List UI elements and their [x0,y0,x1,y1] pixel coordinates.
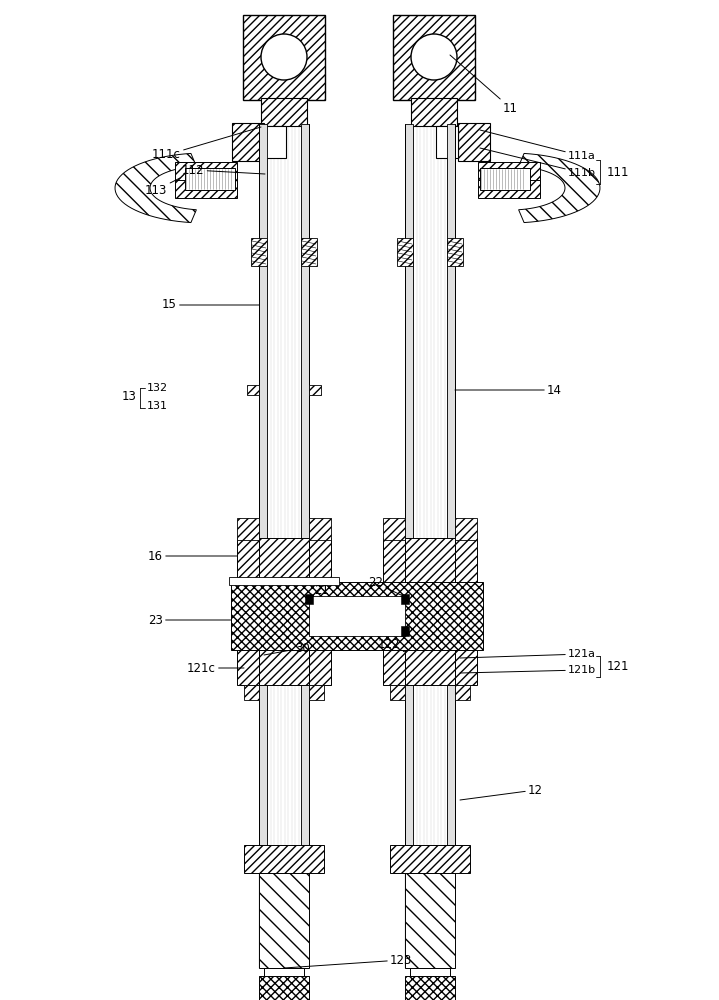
Text: 121a: 121a [460,649,596,659]
Text: 123: 123 [284,954,413,968]
Text: 11: 11 [450,55,518,114]
Bar [301,238,317,266]
Bar [259,650,309,685]
Bar [405,873,455,968]
Bar [390,685,405,700]
Bar [309,650,331,685]
Bar [309,685,324,700]
Bar [390,845,470,873]
Text: 15: 15 [162,298,259,312]
Text: 22: 22 [368,576,401,595]
Text: 121b: 121b [460,665,596,675]
Bar [301,582,309,845]
Bar [251,238,267,266]
Bar [478,180,540,198]
Bar [264,126,286,158]
Bar [458,123,490,161]
Text: 14: 14 [455,383,562,396]
Bar [309,538,331,583]
Text: 16: 16 [148,550,237,562]
Bar [397,238,413,266]
Bar [410,968,450,976]
Text: 23: 23 [148,613,231,626]
Text: 131: 131 [147,401,168,411]
Text: 30: 30 [264,642,310,655]
Text: 111: 111 [607,165,630,178]
Polygon shape [115,153,196,223]
Bar [383,650,405,685]
Bar [237,538,259,583]
Text: 111c: 111c [152,127,261,161]
Bar [455,650,477,685]
Bar [267,582,301,845]
Text: 13: 13 [122,389,137,402]
Bar [231,582,483,650]
Bar [229,577,339,585]
Polygon shape [518,153,600,223]
Text: 122: 122 [378,639,405,652]
Bar [405,124,413,563]
Text: 112: 112 [182,163,265,176]
Bar [232,123,264,161]
Bar [447,582,455,845]
Bar [480,168,530,190]
Text: 121c: 121c [187,662,244,674]
Bar [237,650,259,685]
Bar [259,873,309,968]
Bar [244,685,259,700]
Bar [401,594,409,604]
Bar [383,518,405,540]
Bar [411,98,457,126]
Bar [259,582,267,845]
Bar [175,162,237,182]
Bar [478,162,540,182]
Bar [244,845,324,873]
Bar [455,538,477,583]
Bar [261,98,307,126]
Text: 12: 12 [460,784,543,800]
Bar [237,518,259,540]
Bar [259,124,267,563]
Bar [185,168,235,190]
Bar [383,538,405,583]
Bar [264,968,304,976]
Text: 21: 21 [311,584,329,596]
Bar [175,180,237,198]
Bar [413,582,447,845]
Text: 113: 113 [145,178,180,196]
Circle shape [411,34,457,80]
Bar [413,124,447,563]
Bar [393,15,475,100]
Bar [405,976,455,1000]
Text: 132: 132 [147,383,168,393]
Bar [309,518,331,540]
Bar [436,126,458,158]
Bar [405,538,455,583]
Bar [447,238,463,266]
Bar [405,650,455,685]
Bar [305,594,313,604]
Bar [259,538,309,583]
Bar [309,596,405,636]
Bar [455,685,470,700]
Circle shape [261,34,307,80]
Text: 121: 121 [607,660,630,672]
Bar [247,385,259,395]
Bar [267,124,301,563]
Bar [309,385,321,395]
Bar [405,582,413,845]
Text: 111a: 111a [480,130,596,161]
Text: 111b: 111b [480,148,596,178]
Bar [259,976,309,1000]
Bar [447,124,455,563]
Bar [455,518,477,540]
Bar [401,626,409,636]
Bar [243,15,325,100]
Bar [301,124,309,563]
